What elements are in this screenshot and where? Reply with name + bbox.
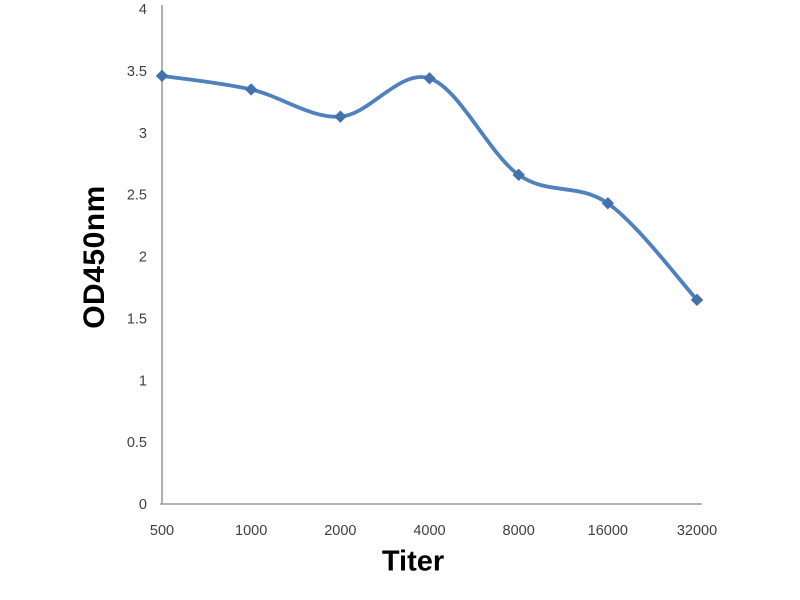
x-tick-label: 16000 bbox=[588, 523, 628, 539]
data-point-marker bbox=[690, 293, 704, 307]
x-axis-title: Titer bbox=[381, 545, 445, 578]
data-point-marker bbox=[155, 69, 169, 83]
x-tick-label: 4000 bbox=[413, 523, 445, 539]
y-tick-label: 1.5 bbox=[127, 311, 147, 327]
y-tick-label: 0.5 bbox=[127, 435, 147, 451]
data-point-marker bbox=[601, 197, 615, 210]
y-tick-label: 3.5 bbox=[127, 64, 147, 80]
x-tick-label: 8000 bbox=[503, 523, 535, 539]
y-tick-label: 2.5 bbox=[127, 188, 147, 204]
x-tick-label: 1000 bbox=[235, 523, 267, 539]
y-tick-label: 4 bbox=[139, 2, 147, 18]
data-point-marker bbox=[244, 83, 258, 96]
data-point-marker bbox=[512, 168, 525, 182]
x-tick-label: 500 bbox=[150, 523, 174, 539]
x-tick-label: 32000 bbox=[677, 523, 717, 539]
y-tick-label: 0 bbox=[139, 497, 147, 513]
x-tick-label: 2000 bbox=[324, 523, 356, 539]
data-point-marker bbox=[334, 110, 347, 123]
data-point-marker bbox=[423, 72, 436, 85]
y-tick-label: 2 bbox=[139, 250, 147, 266]
series-line bbox=[160, 73, 699, 302]
y-tick-label: 1 bbox=[139, 373, 147, 389]
y-tick-label: 3 bbox=[139, 126, 147, 142]
y-axis-title: OD450nm bbox=[78, 185, 111, 329]
